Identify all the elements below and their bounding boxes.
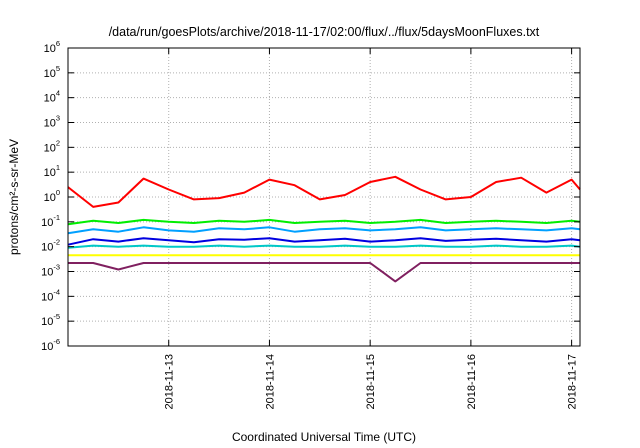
y-tick-exponent: 2 (56, 138, 60, 147)
y-tick-exponent: -2 (53, 238, 60, 247)
y-tick-base: 10 (41, 242, 53, 254)
data-series (67, 175, 581, 283)
x-tick-label: 2018-11-14 (264, 354, 276, 409)
series-line-0 (67, 175, 581, 208)
x-tick-label: 2018-11-16 (466, 354, 478, 409)
y-tick-base: 10 (41, 217, 53, 229)
y-axis-ticks: 10-610-510-410-310-210-11001011021031041… (41, 39, 580, 353)
y-tick-base: 10 (44, 68, 56, 80)
y-tick-base: 10 (44, 192, 56, 204)
y-tick-label: 10-3 (41, 263, 60, 279)
y-tick-exponent: -5 (53, 312, 60, 321)
y-tick-label: 10-1 (41, 213, 60, 229)
y-axis-label: protons/cm²-s-sr-MeV (7, 139, 21, 255)
y-tick-exponent: 4 (56, 89, 60, 98)
y-tick-exponent: -6 (53, 337, 60, 346)
y-tick-label: 102 (44, 138, 60, 154)
y-tick-label: 10-6 (41, 337, 60, 353)
series-line-3 (67, 237, 581, 246)
series-line-1 (67, 218, 581, 226)
y-tick-label: 105 (44, 64, 60, 80)
y-tick-base: 10 (41, 341, 53, 353)
y-tick-base: 10 (44, 118, 56, 130)
y-tick-label: 10-4 (41, 287, 60, 303)
y-tick-exponent: -4 (53, 287, 60, 296)
y-tick-exponent: 3 (56, 114, 60, 123)
y-tick-exponent: -1 (53, 213, 60, 222)
x-tick-label: 2018-11-13 (164, 354, 176, 409)
y-tick-exponent: 0 (56, 188, 60, 197)
x-axis-ticks: 2018-11-13 2018-11-14 2018-11-15 2018-11-16… (164, 48, 579, 409)
y-tick-exponent: 1 (56, 163, 60, 172)
y-tick-base: 10 (41, 291, 53, 303)
series-line-6 (68, 262, 580, 283)
x-tick-label: 2018-11-17 (567, 354, 579, 409)
y-tick-base: 10 (44, 43, 56, 55)
y-tick-label: 106 (44, 39, 60, 55)
y-tick-base: 10 (44, 142, 56, 154)
y-tick-base: 10 (44, 167, 56, 179)
x-axis-label: Coordinated Universal Time (UTC) (232, 430, 416, 444)
y-tick-label: 101 (44, 163, 60, 179)
y-tick-label: 10-2 (41, 238, 60, 254)
y-tick-exponent: -3 (53, 263, 60, 272)
y-tick-base: 10 (41, 316, 53, 328)
series-line-4 (67, 244, 581, 249)
grid-lines (68, 47, 580, 347)
y-tick-exponent: 6 (56, 39, 60, 48)
series-line-2 (67, 226, 581, 235)
y-tick-exponent: 5 (56, 64, 60, 73)
chart-title: /data/run/goesPlots/archive/2018-11-17/0… (109, 25, 540, 39)
y-tick-label: 10-5 (41, 312, 60, 328)
y-tick-label: 103 (44, 114, 60, 130)
y-tick-base: 10 (41, 267, 53, 279)
y-tick-label: 100 (44, 188, 60, 204)
y-tick-base: 10 (44, 93, 56, 105)
x-tick-label: 2018-11-15 (365, 354, 377, 409)
y-tick-label: 104 (44, 89, 60, 105)
